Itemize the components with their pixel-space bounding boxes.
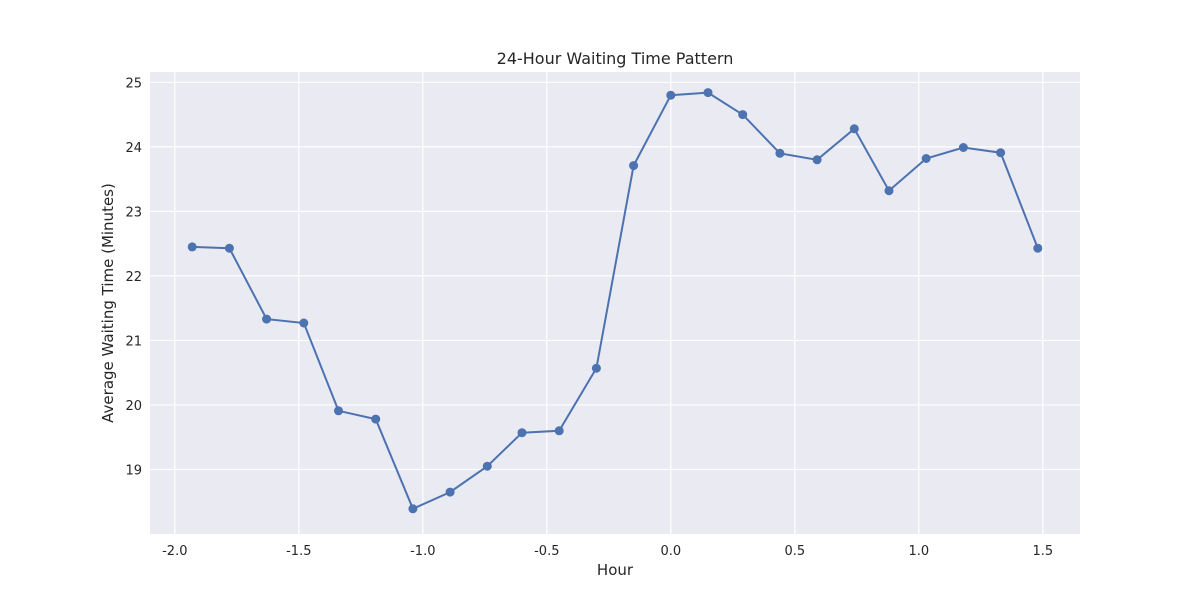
x-gridlines — [174, 72, 1044, 534]
data-point — [334, 406, 343, 416]
data-point — [482, 461, 492, 471]
y-tick-label: 19 — [125, 463, 142, 478]
x-tick-label: 1.5 — [1032, 544, 1053, 559]
x-axis-label: Hour — [597, 561, 634, 579]
chart-title: 24-Hour Waiting Time Pattern — [497, 49, 734, 68]
y-gridlines — [150, 81, 1080, 471]
data-point — [884, 186, 894, 196]
data-point — [921, 154, 931, 163]
y-tick-label: 25 — [125, 76, 142, 91]
data-point — [666, 90, 676, 100]
data-point — [996, 148, 1006, 158]
data-point — [224, 243, 234, 253]
x-tick-labels: -2.0 -1.5 -1.0 -0.5 0.0 0.5 1.0 1.5 — [162, 544, 1053, 559]
data-point — [299, 318, 309, 328]
y-tick-label: 23 — [125, 205, 142, 220]
data-point — [554, 426, 564, 436]
x-tick-label: -2.0 — [162, 544, 187, 559]
x-tick-label: -1.5 — [286, 544, 311, 559]
y-tick-label: 21 — [125, 334, 142, 349]
data-point — [371, 414, 381, 424]
x-tick-label: -0.5 — [534, 544, 559, 559]
data-point — [738, 110, 748, 120]
y-tick-label: 22 — [125, 270, 142, 285]
data-point — [629, 161, 639, 171]
x-tick-label: 0.5 — [784, 544, 805, 559]
data-point — [408, 504, 418, 514]
data-points — [187, 88, 1043, 514]
data-point — [703, 88, 713, 98]
x-tick-label: 0.0 — [660, 544, 681, 559]
data-point — [1033, 243, 1043, 253]
y-axis-label: Average Waiting Time (Minutes) — [99, 183, 117, 423]
plot-area — [150, 72, 1080, 534]
x-tick-label: -1.0 — [410, 544, 435, 559]
data-point — [775, 148, 785, 158]
data-point — [262, 314, 272, 324]
series-line — [192, 91, 1039, 511]
x-tick-label: 1.0 — [908, 544, 929, 559]
y-tick-labels: 19 20 21 22 23 24 25 — [125, 76, 142, 478]
data-point — [958, 143, 968, 152]
data-point — [591, 363, 601, 373]
data-point — [187, 242, 197, 252]
data-point — [849, 124, 859, 134]
y-tick-label: 20 — [125, 399, 142, 414]
data-point — [517, 428, 527, 438]
data-point — [812, 155, 822, 165]
y-tick-label: 24 — [125, 141, 142, 156]
data-point — [445, 487, 455, 497]
